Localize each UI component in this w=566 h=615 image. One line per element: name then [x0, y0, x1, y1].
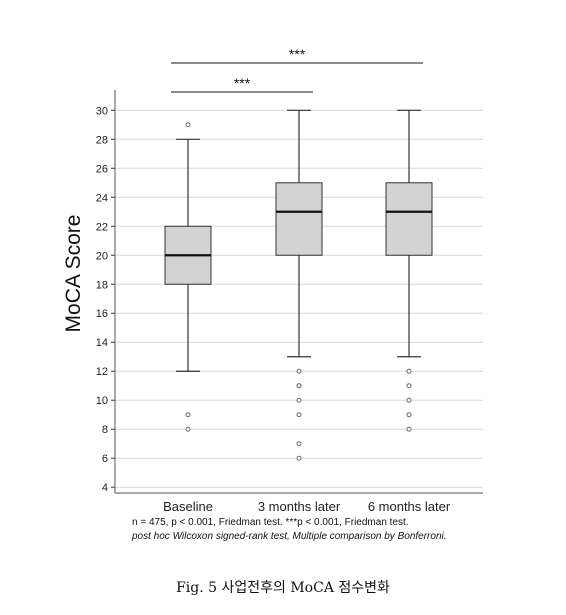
y-tick-label: 30 — [96, 105, 108, 117]
y-tick-label: 24 — [96, 192, 108, 204]
moca-boxplot-chart: 4 6 8 10 12 14 16 18 20 22 24 26 28 30 MoCA Score Basel… — [62, 46, 483, 514]
x-tick-label: Baseline — [163, 499, 213, 514]
outlier-point — [296, 412, 302, 418]
y-tick-label: 20 — [96, 250, 108, 262]
y-tick-label: 4 — [102, 482, 108, 494]
y-tick-label: 8 — [102, 424, 108, 436]
outlier-point — [185, 426, 191, 432]
iqr-box — [275, 182, 323, 256]
y-tick-label: 22 — [96, 221, 108, 233]
outlier-point — [406, 383, 412, 389]
iqr-box — [385, 182, 433, 256]
outlier-point — [296, 397, 302, 403]
significance-label: *** — [289, 46, 306, 62]
outlier-point — [296, 441, 302, 447]
outlier-point — [406, 426, 412, 432]
y-tick-label: 12 — [96, 366, 108, 378]
outlier-point — [185, 122, 191, 128]
outlier-point — [296, 455, 302, 461]
outlier-point — [296, 368, 302, 374]
y-tick-label: 28 — [96, 134, 108, 146]
y-tick-label: 16 — [96, 308, 108, 320]
x-tick-label: 6 months later — [368, 499, 451, 514]
outlier-point — [296, 383, 302, 389]
significance-label: *** — [234, 75, 251, 91]
outlier-point — [406, 397, 412, 403]
statistics-note: n = 475, p < 0.001, Friedman test. ***p … — [132, 517, 409, 528]
figure-caption: Fig. 5 사업전후의 MoCA 점수변화 — [176, 580, 390, 596]
y-tick-label: 10 — [96, 395, 108, 407]
outlier-point — [185, 412, 191, 418]
y-tick-label: 18 — [96, 279, 108, 291]
x-tick-label: 3 months later — [258, 499, 341, 514]
posthoc-note: post hoc Wilcoxon signed-rank test, Mult… — [132, 531, 447, 542]
outlier-point — [406, 368, 412, 374]
y-tick-label: 26 — [96, 163, 108, 175]
y-tick-label: 6 — [102, 453, 108, 465]
outlier-point — [406, 412, 412, 418]
y-tick-label: 14 — [96, 337, 108, 349]
y-axis-label: MoCA Score — [62, 215, 85, 333]
